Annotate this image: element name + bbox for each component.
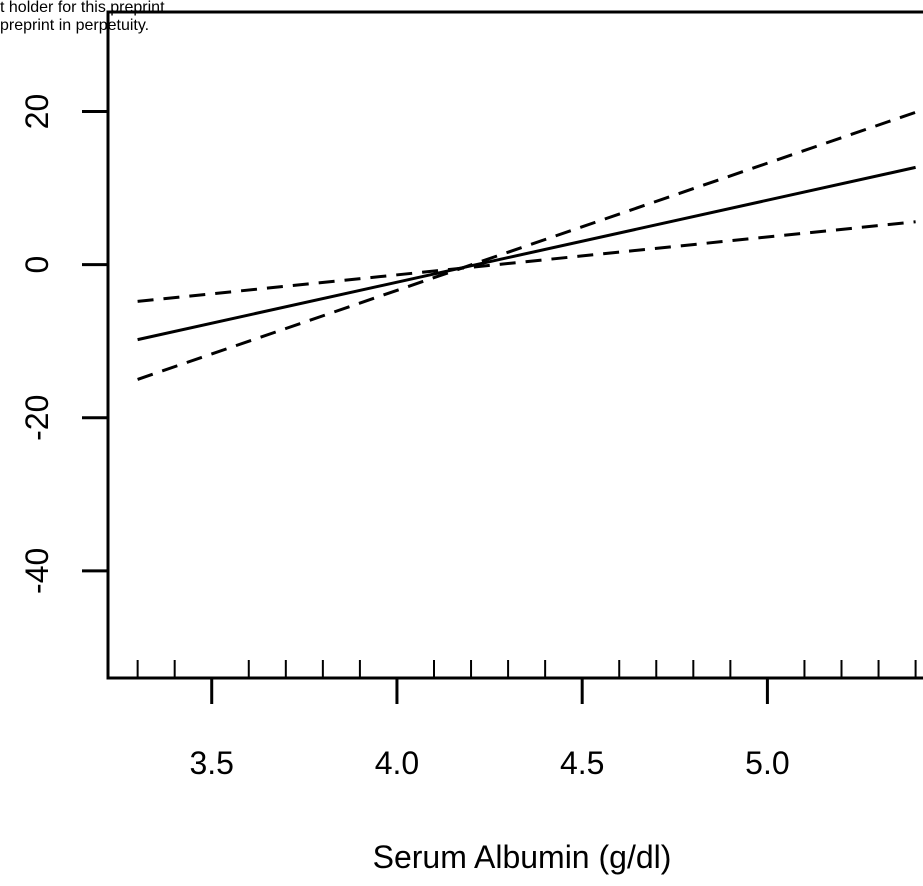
x-tick-label: 4.5 [560,745,604,781]
y-axis: 20 0 -20 -40 [19,94,108,594]
x-tick-label: 4.0 [375,745,419,781]
y-tick-label: 0 [19,256,55,274]
x-axis: 3.5 4.0 4.5 5.0 [136,660,917,781]
confidence-bound-line [137,110,917,381]
plot-frame [106,10,923,680]
confidence-bound-line [137,220,916,303]
y-tick-label: -40 [19,548,55,594]
fit-line [137,165,916,342]
y-tick-label: -20 [19,395,55,441]
watermark-line-2: preprint in perpetuity. [0,17,150,34]
x-tick-label: 3.5 [189,745,233,781]
x-axis-label: Serum Albumin (g/dl) [373,839,672,875]
x-tick-label: 5.0 [745,745,789,781]
y-tick-label: 20 [19,94,55,130]
series-layer [137,110,917,381]
